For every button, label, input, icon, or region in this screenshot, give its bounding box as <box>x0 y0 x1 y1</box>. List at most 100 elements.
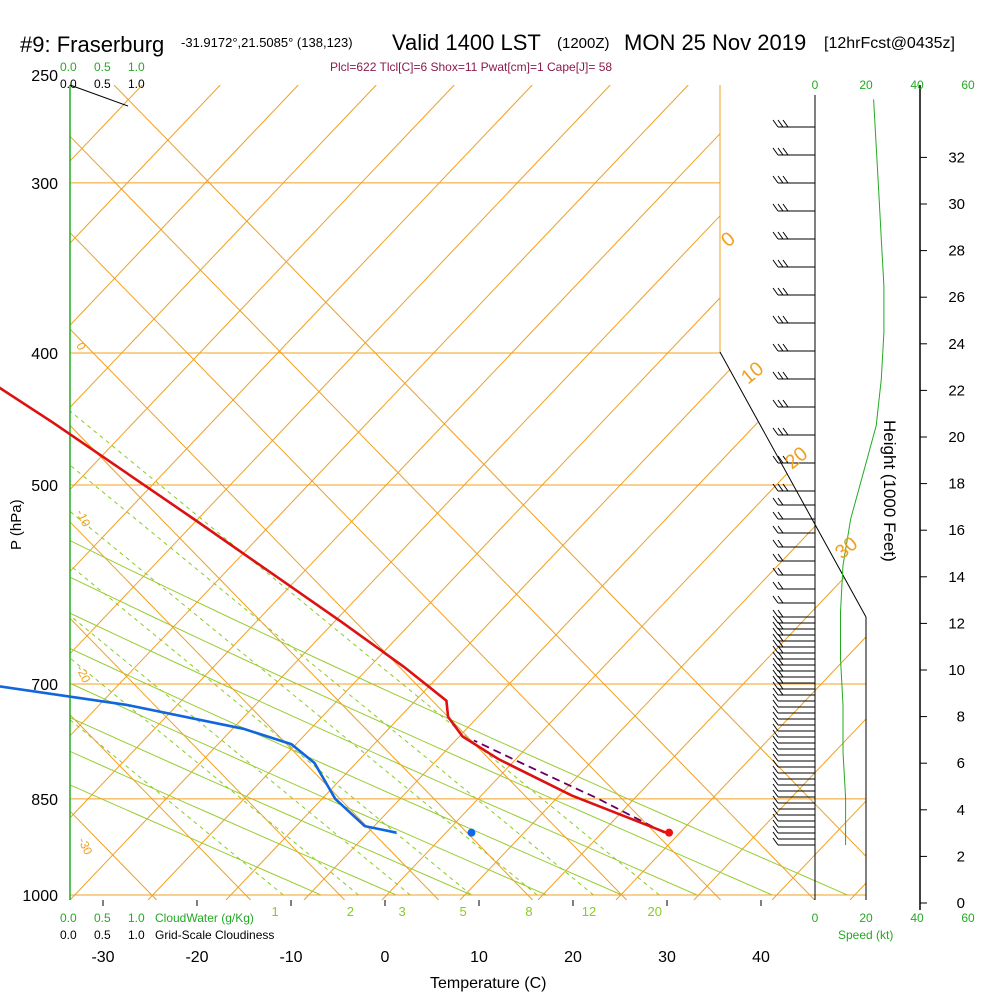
title-forecast: [12hrFcst@0435z] <box>824 35 955 52</box>
moist-adiabat-line <box>70 85 397 896</box>
moist-adiabat-line <box>70 85 623 896</box>
speed-tick-top: 40 <box>910 78 924 92</box>
height-tick-label: 4 <box>957 802 965 819</box>
wind-barb-flag <box>777 287 784 296</box>
wind-barb-flag <box>772 539 779 548</box>
wind-barb-flag <box>777 231 784 240</box>
wind-barb-flag <box>772 711 779 720</box>
wind-barb-flag <box>772 801 779 810</box>
wind-barb-flag <box>777 119 784 128</box>
wind-barb-flag <box>777 609 784 618</box>
height-tick-label: 6 <box>957 755 965 772</box>
wind-barb-flag <box>772 371 779 380</box>
title-date: MON 25 Nov 2019 <box>624 30 806 55</box>
stability-indices: Plcl=622 Tlcl[C]=6 Shox=11 Pwat[cm]=1 Ca… <box>330 60 612 74</box>
wind-barb-flag <box>772 675 779 684</box>
height-tick-label: 10 <box>948 662 965 679</box>
wind-barb-flag <box>772 825 779 834</box>
temperature-tick-label: -10 <box>279 949 302 966</box>
wind-barb-flag <box>772 621 779 630</box>
wind-barb-flag <box>772 427 779 436</box>
isotherm-label: -20 <box>73 663 93 685</box>
isotherm-label: 0 <box>73 340 89 352</box>
temperature-tick-label: 0 <box>381 949 390 966</box>
temperature-tick-label: -30 <box>91 949 114 966</box>
top-scale-black-0: 0.0 <box>60 77 77 91</box>
wind-barb-flag <box>782 287 789 296</box>
height-tick-label: 14 <box>948 569 965 586</box>
wind-barb-flag <box>777 511 784 520</box>
wind-barb-flag <box>777 315 784 324</box>
wind-speed-profile <box>840 99 885 845</box>
wind-barb-flag <box>772 525 779 534</box>
temperature-axis: -30 -20 -10 0 10 20 30 40 <box>91 900 770 966</box>
wind-barb-flag <box>782 203 789 212</box>
wind-barb-flag <box>782 119 789 128</box>
wind-barb-flag <box>772 795 779 804</box>
wind-barb-flag <box>777 427 784 436</box>
pressure-tick-label: 400 <box>31 346 58 363</box>
parcel-path <box>473 739 665 834</box>
isotherm-line <box>70 85 533 900</box>
wind-barb-flag <box>772 651 779 660</box>
mixing-ratio-label: 1 <box>272 904 279 919</box>
wind-barb-flag <box>772 663 779 672</box>
wind-barb-flag <box>772 203 779 212</box>
bottom-cloudwater-scale: 0.0 0.5 1.0 CloudWater (g/Kg) 0.0 0.5 1.… <box>60 911 274 942</box>
wind-barb-flag <box>772 315 779 324</box>
wind-barb-flag <box>777 567 784 576</box>
speed-label: Speed (kt) <box>838 928 893 942</box>
isotherms <box>70 85 866 900</box>
dry-adiabat-line <box>615 85 866 900</box>
temperature-tick-label: 30 <box>658 949 676 966</box>
wind-barb-flag <box>772 483 779 492</box>
wind-barb-flag <box>772 231 779 240</box>
top-scale-green-0: 0.0 <box>60 60 77 74</box>
mixing-ratio-label: 12 <box>582 904 596 919</box>
wind-barb-flag <box>777 581 784 590</box>
wind-barb-flag <box>772 687 779 696</box>
moist-adiabat-line <box>70 85 848 896</box>
wind-barb-flag <box>772 759 779 768</box>
wind-barb-flag <box>772 639 779 648</box>
speed-tick-bottom: 60 <box>961 911 975 925</box>
height-tick-label: 22 <box>948 382 965 399</box>
wind-barb-flag <box>782 315 789 324</box>
wind-barb-flag <box>772 807 779 816</box>
wind-barb-flag <box>777 595 784 604</box>
pressure-tick-label: 700 <box>31 677 58 694</box>
wind-barb-flag <box>777 539 784 548</box>
wind-barb-flag <box>777 259 784 268</box>
isotherm-label: 20 <box>781 443 812 474</box>
height-tick-label: 0 <box>957 895 965 912</box>
wind-barb-flag <box>777 175 784 184</box>
wind-barb-flag <box>772 669 779 678</box>
top-scale-black-1: 0.5 <box>94 77 111 91</box>
dry-adiabat-line <box>693 85 866 900</box>
dry-adiabat-line <box>70 85 377 900</box>
title-zulu: (1200Z) <box>557 35 610 52</box>
bottom-scale-green-2: 1.0 <box>128 911 145 925</box>
height-tick-label: 8 <box>957 709 965 726</box>
pressure-tick-label: 1000 <box>22 888 58 905</box>
dry-adiabat-line <box>70 85 533 900</box>
isobars <box>70 182 866 896</box>
dry-adiabat-line <box>70 85 845 900</box>
height-tick-label: 18 <box>948 476 965 493</box>
height-tick-label: 28 <box>948 243 965 260</box>
wind-barbs <box>772 119 815 846</box>
mixing-ratio-label: 20 <box>648 904 662 919</box>
mixing-ratio-line <box>70 352 472 896</box>
wind-barb-flag <box>772 581 779 590</box>
isotherm-line <box>70 85 345 900</box>
isotherm-label: 10 <box>737 358 768 389</box>
wind-barb-flag <box>782 231 789 240</box>
wind-barb-flag <box>772 681 779 690</box>
dry-adiabat-line <box>225 85 866 900</box>
wind-barb-flag <box>782 259 789 268</box>
pressure-tick-label: 500 <box>31 478 58 495</box>
pressure-axis: 250 300 400 500 700 850 1000 <box>22 68 58 905</box>
wind-barb-flag <box>772 837 779 846</box>
wind-barb-flag <box>777 371 784 380</box>
